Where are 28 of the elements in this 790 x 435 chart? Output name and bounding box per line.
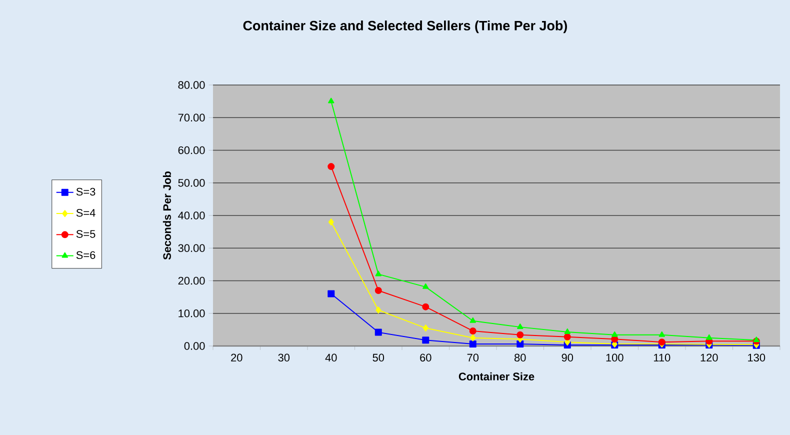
x-tick-label: 40 xyxy=(325,354,337,362)
legend-label: S=5 xyxy=(76,230,96,238)
y-axis-title: Seconds Per Job xyxy=(162,172,171,260)
y-tick-label: 80.00 xyxy=(178,81,205,89)
x-tick-label: 110 xyxy=(654,354,670,362)
x-tick-label: 90 xyxy=(562,354,574,362)
x-tick-label: 120 xyxy=(700,354,718,362)
x-tick-label: 60 xyxy=(420,354,432,362)
x-tick-label: 20 xyxy=(231,354,242,362)
y-tick-label: 50.00 xyxy=(178,178,205,187)
legend-label: S=3 xyxy=(76,188,96,196)
y-tick-label: 10.00 xyxy=(178,309,205,318)
x-tick-label: 80 xyxy=(514,354,526,362)
x-tick-label: 50 xyxy=(372,354,384,362)
y-tick-label: 20.00 xyxy=(178,276,205,285)
chart-title: Container Size and Selected Sellers (Time Per Job) xyxy=(243,20,567,34)
y-tick-label: 30.00 xyxy=(178,244,205,252)
x-axis-title: Container Size xyxy=(458,372,534,380)
y-tick-label: 0.00 xyxy=(184,342,205,350)
y-tick-label: 60.00 xyxy=(178,146,205,154)
y-tick-label: 70.00 xyxy=(178,114,205,122)
legend-label: S=6 xyxy=(76,251,96,259)
x-tick-label: 70 xyxy=(467,354,479,362)
legend-label: S=4 xyxy=(76,208,96,217)
x-tick-label: 130 xyxy=(748,354,766,362)
x-tick-label: 100 xyxy=(606,354,624,362)
x-tick-label: 30 xyxy=(278,354,290,362)
y-tick-label: 40.00 xyxy=(178,212,205,220)
